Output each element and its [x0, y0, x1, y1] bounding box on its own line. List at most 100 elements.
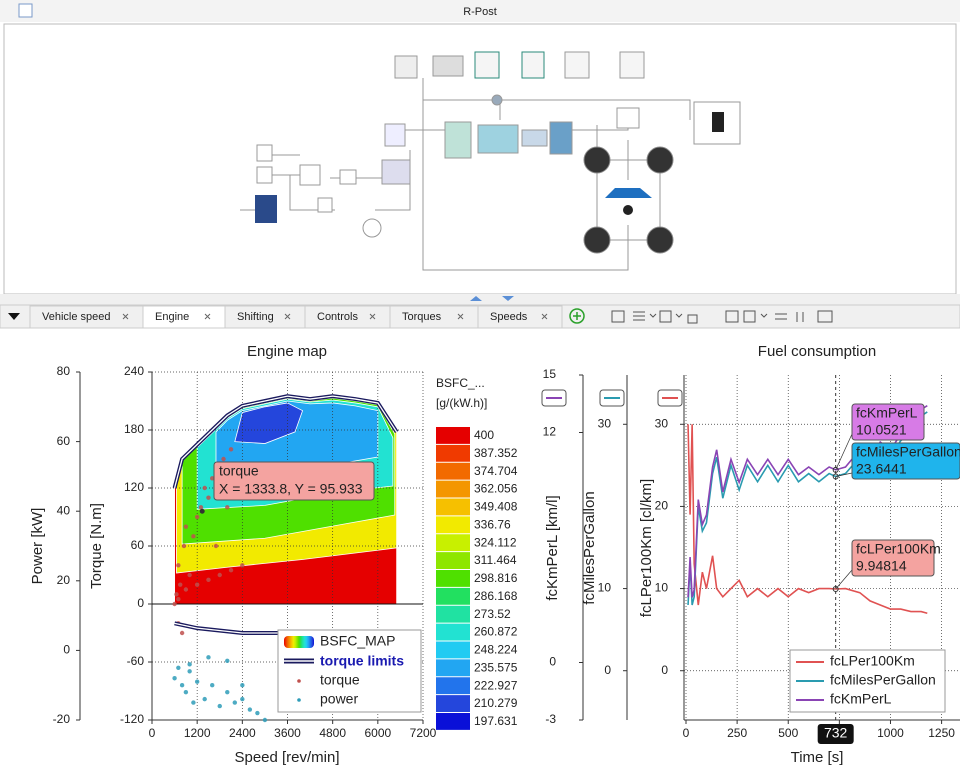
bus-node: [492, 95, 502, 105]
y-axis-label: fcKmPerL [km/l]: [544, 495, 561, 600]
wheel-icon: [647, 227, 673, 253]
wheel-icon: [584, 147, 610, 173]
scatter-point: [214, 544, 218, 548]
colorbar-label: 362.056: [474, 482, 518, 496]
legend-swatch: [284, 636, 314, 648]
scatter-point: [184, 587, 188, 591]
readout-name: fcKmPerL: [856, 405, 918, 421]
y-axis-label: fcLPer100Km [cl/km]: [638, 479, 655, 617]
y-tick-label: 15: [543, 367, 557, 381]
y2-tick-label: 20: [57, 573, 71, 587]
legend-swatch: [297, 679, 301, 683]
scatter-point: [187, 662, 191, 666]
colorbar-swatch: [436, 606, 470, 623]
readout-leader: [836, 570, 852, 589]
tab-label: Engine: [155, 311, 189, 323]
battery-icon: [255, 195, 277, 223]
x-axis-label: Speed [rev/min]: [234, 749, 339, 766]
colorbar-label: 349.408: [474, 500, 518, 514]
colorbar-swatch: [436, 552, 470, 569]
colorbar-swatch: [436, 659, 470, 676]
wheel-icon: [647, 147, 673, 173]
scatter-point: [178, 582, 182, 586]
y-tick-label: 30: [598, 416, 612, 430]
gearbox-icon: [478, 125, 518, 153]
fuel-pump-icon: [712, 112, 724, 132]
tooltip-anchor: [200, 509, 205, 514]
clock-icon: [363, 219, 381, 237]
y-axis-label: fcMilesPerGallon: [581, 491, 598, 604]
colorbar-swatch: [436, 427, 470, 444]
scatter-point: [225, 505, 229, 509]
scatter-point: [210, 683, 214, 687]
y-tick-label: 0: [549, 655, 556, 669]
scatter-point: [229, 447, 233, 451]
colorbar-label: 400: [474, 428, 494, 442]
block-icon: [522, 52, 544, 78]
scatter-point: [206, 578, 210, 582]
colorbar-label: 260.872: [474, 625, 518, 639]
scatter-point: [263, 718, 267, 722]
y-tick-label: -120: [120, 712, 144, 726]
wheel-icon: [584, 227, 610, 253]
tab-label: Vehicle speed: [42, 311, 111, 323]
y2-tick-label: 40: [57, 503, 71, 517]
y-tick-label: -60: [127, 654, 145, 668]
shaft-icon: [522, 130, 547, 146]
scatter-point: [255, 711, 259, 715]
x-tick-label: 0: [683, 726, 690, 740]
scatter-point: [176, 597, 180, 601]
tab-label: Speeds: [490, 311, 528, 323]
tooltip-title: torque: [219, 463, 259, 479]
colorbar-swatch: [436, 481, 470, 498]
colorbar-label: 210.279: [474, 696, 518, 710]
colorbar-swatch: [436, 516, 470, 533]
readout-name: fcLPer100Km: [856, 541, 941, 557]
y-tick-label: 0: [137, 596, 144, 610]
y2-axis-label: Power [kW]: [29, 508, 46, 585]
block-icon: [340, 170, 356, 184]
colorbar-label: 273.52: [474, 607, 511, 621]
colorbar-label: 235.575: [474, 660, 518, 674]
scatter-point: [202, 486, 206, 490]
x-tick-label: 1000: [877, 726, 904, 740]
colorbar-swatch: [436, 534, 470, 551]
block-icon: [617, 108, 639, 128]
y-tick-label: 120: [124, 480, 144, 494]
scatter-point: [195, 680, 199, 684]
colorbar-swatch: [436, 642, 470, 659]
scatter-point: [225, 690, 229, 694]
colorbar-swatch: [436, 677, 470, 694]
x-tick-label: 1200: [184, 726, 211, 740]
cursor-label: 732: [824, 725, 848, 741]
colorbar-swatch: [436, 499, 470, 516]
block-icon: [395, 56, 417, 78]
x-tick-label: 2400: [229, 726, 256, 740]
colorbar-label: 298.816: [474, 571, 518, 585]
scatter-point: [206, 495, 210, 499]
readout-value: 9.94814: [856, 558, 907, 574]
colorbar-label: 387.352: [474, 446, 518, 460]
y-tick-label: 180: [124, 422, 144, 436]
colorbar-swatch: [436, 445, 470, 462]
scatter-point: [184, 524, 188, 528]
app-icon: [19, 4, 32, 17]
tab-label: Controls: [317, 311, 358, 323]
scatter-point: [174, 592, 178, 596]
colorbar-label: 197.631: [474, 714, 518, 728]
legend-label: torque limits: [320, 653, 404, 669]
block-icon: [475, 52, 499, 78]
legend-label: power: [320, 691, 358, 707]
y-tick-label: 240: [124, 364, 144, 378]
block-icon: [300, 165, 320, 185]
block-icon: [565, 52, 589, 78]
scatter-point: [202, 697, 206, 701]
scatter-point: [240, 683, 244, 687]
colorbar-unit: [g/(kW.h)]: [436, 396, 487, 410]
scatter-point: [248, 707, 252, 711]
block-icon: [257, 145, 272, 161]
block-icon: [385, 124, 405, 146]
tooltip-text: X = 1333.8, Y = 95.933: [219, 481, 363, 497]
scatter-point: [184, 690, 188, 694]
